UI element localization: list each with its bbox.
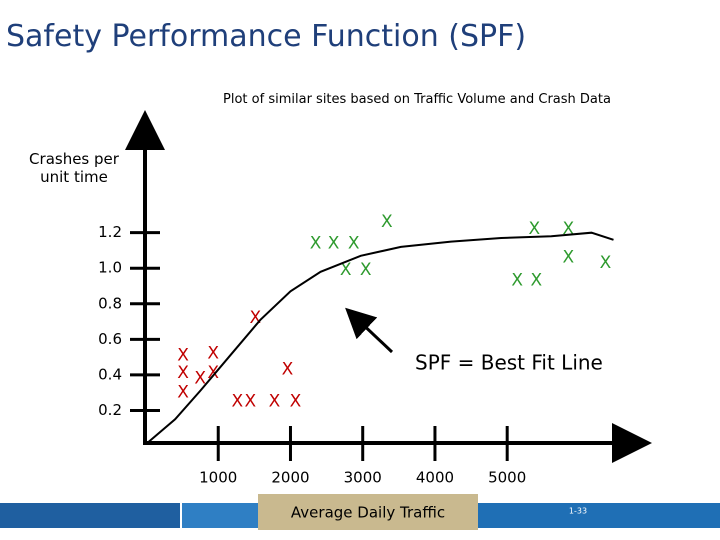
point: X [360,260,372,280]
point: X [290,392,302,412]
point: X [563,248,575,268]
point: X [177,383,189,403]
point: X [600,253,612,273]
point: X [310,233,322,253]
chart-subtitle: Plot of similar sites based on Traffic V… [223,92,611,107]
point: X [528,219,540,239]
point: X [563,219,575,239]
y-tick-label: 0.8 [98,294,122,312]
x-axis-label: Average Daily Traffic [291,504,445,522]
y-tick-label: 0.6 [98,330,122,348]
footer-bar [478,503,720,528]
point: X [328,233,340,253]
point: X [282,360,294,380]
point: X [244,392,256,412]
x-tick-label: 2000 [271,469,309,487]
x-tick-label: 1000 [199,469,237,487]
y-tick-label: 1.0 [98,259,122,277]
point: X [194,368,206,388]
point: X [381,212,393,232]
x-tick-label: 5000 [488,469,526,487]
y-tick-label: 0.2 [98,401,122,419]
point: X [269,392,281,412]
footer-bar [0,503,180,528]
point: X [530,271,542,291]
point: X [511,271,523,291]
x-label-box [258,494,478,530]
point: X [207,344,219,364]
point: X [177,345,189,365]
y-tick-label: 1.2 [98,223,122,241]
point: X [340,260,352,280]
fit-line [147,231,614,444]
y-tick-label: 0.4 [98,365,122,383]
y-axis-label: Crashes per unit time [29,150,119,186]
slide-title: Safety Performance Function (SPF) [6,19,526,54]
annotation-arrow [345,307,394,354]
footer-bar [182,503,258,528]
x-tick-label: 3000 [344,469,382,487]
point: X [231,392,243,412]
x-tick-label: 4000 [416,469,454,487]
page-number: 1-33 [569,507,587,516]
annotation: SPF = Best Fit Line [415,351,603,375]
point: X [348,233,360,253]
point: X [177,363,189,383]
